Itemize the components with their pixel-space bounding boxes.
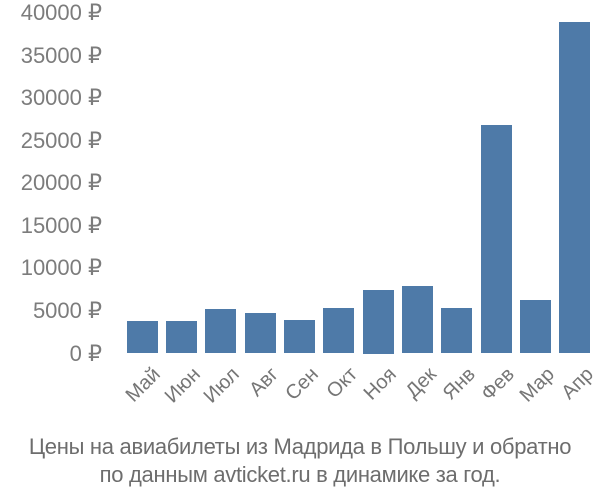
- x-tick-label: Окт: [322, 362, 362, 403]
- y-tick-label: 40000 ₽: [20, 0, 102, 25]
- bar-авг: [244, 313, 276, 354]
- y-tick-label: 25000 ₽: [20, 127, 102, 153]
- bar-окт: [323, 307, 355, 354]
- y-tick-label: 10000 ₽: [20, 255, 102, 281]
- x-tick-label: Июл: [199, 362, 244, 408]
- y-tick-label: 30000 ₽: [20, 85, 102, 111]
- y-tick-label: 20000 ₽: [20, 170, 102, 196]
- x-tick-label: Апр: [557, 362, 598, 404]
- bar-июн: [166, 321, 197, 354]
- bar-ноя: [362, 289, 394, 354]
- y-tick-label: 0 ₽: [69, 340, 102, 366]
- bar-июл: [205, 309, 237, 354]
- y-tick-label: 5000 ₽: [32, 297, 102, 323]
- x-tick-label: Янв: [438, 362, 480, 404]
- bar-мар: [520, 299, 551, 354]
- x-tick-label: Мар: [515, 362, 559, 407]
- x-tick-label: Сен: [280, 362, 323, 405]
- bar-май: [126, 321, 158, 354]
- x-tick-label: Фев: [477, 362, 520, 405]
- y-tick-label: 15000 ₽: [20, 212, 102, 238]
- x-tick-label: Авг: [245, 362, 284, 401]
- y-tick-label: 35000 ₽: [20, 42, 102, 68]
- bar-янв: [441, 308, 473, 354]
- bar-сен: [284, 320, 315, 354]
- bar-апр: [559, 21, 591, 354]
- bar-дек: [402, 286, 433, 354]
- x-tick-label: Ноя: [359, 362, 402, 405]
- x-tick-label: Июн: [160, 362, 205, 407]
- caption-line-1: Цены на авиабилеты из Мадрида в Польшу и…: [28, 434, 572, 459]
- caption-line-2: по данным avticket.ru в динамике за год.: [99, 462, 501, 487]
- x-tick-label: Дек: [401, 362, 441, 402]
- x-tick-label: Май: [121, 362, 166, 407]
- chart-caption: Цены на авиабилеты из Мадрида в Польшу и…: [0, 433, 600, 489]
- bar-фев: [480, 125, 512, 354]
